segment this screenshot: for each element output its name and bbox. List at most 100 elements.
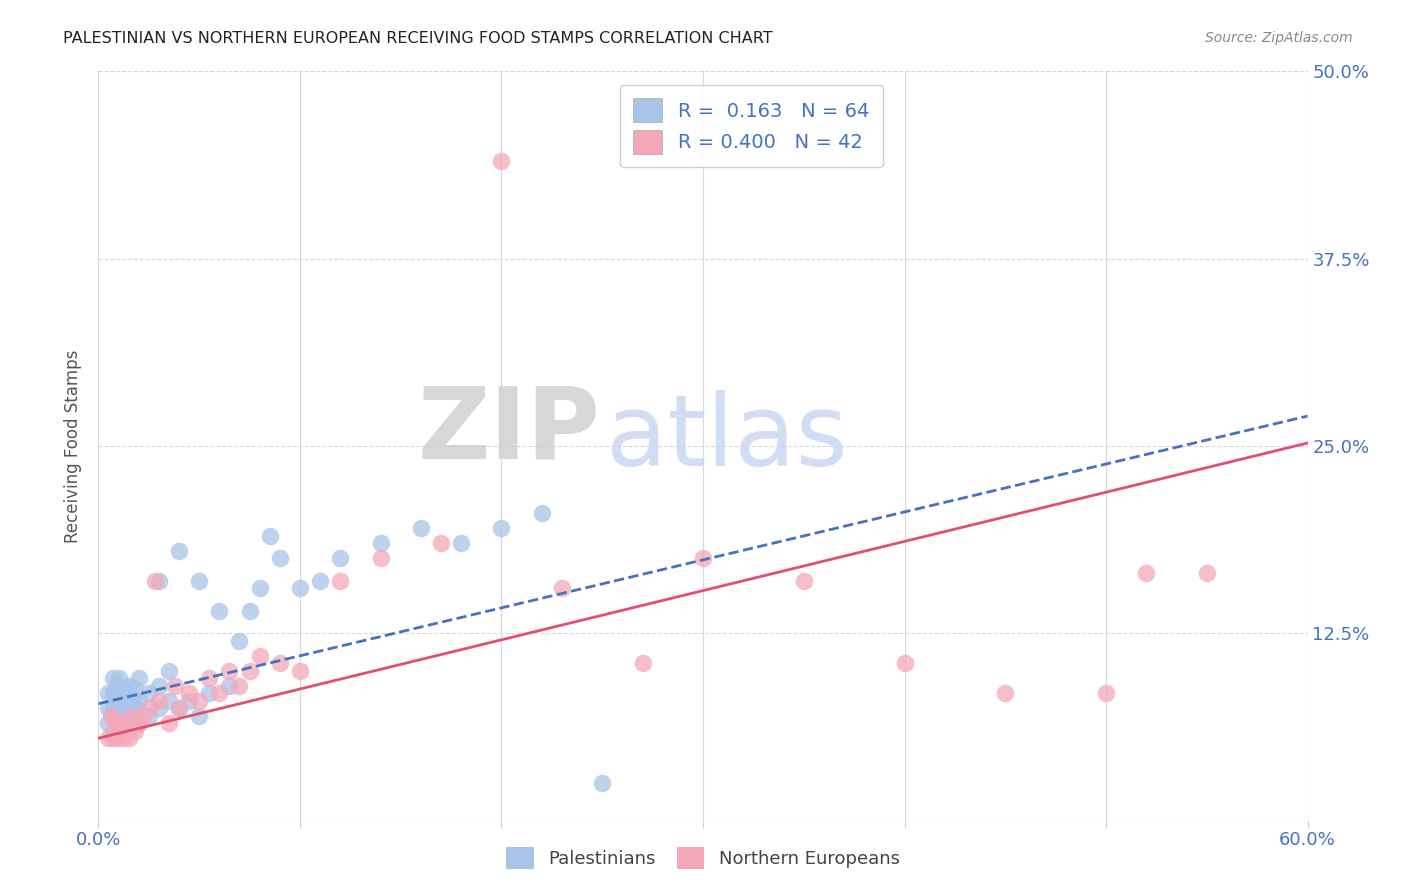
Point — [118, 701, 141, 715]
Point — [269, 551, 291, 566]
Point — [239, 604, 262, 618]
Point — [97, 686, 120, 700]
Legend: R =  0.163   N = 64, R = 0.400   N = 42: R = 0.163 N = 64, R = 0.400 N = 42 — [620, 85, 883, 168]
Text: atlas: atlas — [606, 390, 848, 487]
Point — [208, 686, 231, 700]
Point — [188, 574, 211, 588]
Point — [430, 536, 453, 550]
Point — [167, 701, 190, 715]
Point — [188, 708, 211, 723]
Point — [138, 701, 160, 715]
Point — [121, 712, 143, 726]
Point — [228, 679, 250, 693]
Point — [120, 708, 142, 723]
Point — [107, 716, 129, 731]
Point — [218, 679, 240, 693]
Point — [124, 681, 146, 696]
Point — [249, 582, 271, 596]
Point — [138, 686, 160, 700]
Point — [208, 604, 231, 618]
Point — [491, 154, 513, 169]
Point — [97, 701, 120, 715]
Point — [288, 664, 311, 678]
Text: Source: ZipAtlas.com: Source: ZipAtlas.com — [1205, 31, 1353, 45]
Point — [115, 712, 138, 726]
Y-axis label: Receiving Food Stamps: Receiving Food Stamps — [65, 350, 83, 542]
Point — [103, 708, 125, 723]
Point — [107, 694, 129, 708]
Point — [114, 716, 136, 731]
Text: PALESTINIAN VS NORTHERN EUROPEAN RECEIVING FOOD STAMPS CORRELATION CHART: PALESTINIAN VS NORTHERN EUROPEAN RECEIVI… — [63, 31, 773, 46]
Point — [111, 716, 134, 731]
Point — [97, 716, 120, 731]
Point — [101, 686, 124, 700]
Point — [105, 679, 128, 693]
Point — [370, 551, 392, 566]
Point — [97, 731, 120, 746]
Point — [111, 701, 134, 715]
Point — [107, 671, 129, 685]
Point — [148, 679, 170, 693]
Point — [124, 723, 146, 738]
Point — [111, 679, 134, 693]
Point — [138, 708, 160, 723]
Point — [148, 574, 170, 588]
Point — [198, 686, 221, 700]
Point — [994, 686, 1017, 700]
Point — [259, 529, 281, 543]
Point — [409, 521, 432, 535]
Point — [103, 686, 125, 700]
Point — [370, 536, 392, 550]
Point — [128, 716, 150, 731]
Point — [1095, 686, 1118, 700]
Point — [100, 708, 122, 723]
Point — [114, 708, 136, 723]
Point — [111, 731, 134, 746]
Point — [167, 701, 190, 715]
Point — [148, 694, 170, 708]
Point — [148, 701, 170, 715]
Point — [157, 716, 180, 731]
Point — [115, 690, 138, 705]
Point — [1195, 566, 1218, 581]
Point — [1135, 566, 1157, 581]
Point — [793, 574, 815, 588]
Point — [107, 708, 129, 723]
Point — [125, 706, 148, 720]
Point — [118, 716, 141, 731]
Point — [309, 574, 332, 588]
Point — [591, 776, 613, 790]
Point — [128, 716, 150, 731]
Point — [143, 574, 166, 588]
Point — [118, 679, 141, 693]
Point — [692, 551, 714, 566]
Point — [101, 671, 124, 685]
Point — [124, 701, 146, 715]
Point — [167, 544, 190, 558]
Point — [228, 633, 250, 648]
Point — [101, 731, 124, 746]
Point — [128, 671, 150, 685]
Point — [218, 664, 240, 678]
Point — [105, 701, 128, 715]
Point — [249, 648, 271, 663]
Point — [631, 657, 654, 671]
Point — [893, 657, 915, 671]
Point — [120, 706, 142, 720]
Point — [121, 690, 143, 705]
Point — [188, 694, 211, 708]
Point — [530, 507, 553, 521]
Point — [101, 701, 124, 715]
Point — [239, 664, 262, 678]
Point — [107, 723, 129, 738]
Point — [105, 731, 128, 746]
Text: ZIP: ZIP — [418, 383, 600, 480]
Point — [105, 716, 128, 731]
Point — [329, 574, 352, 588]
Point — [491, 521, 513, 535]
Point — [114, 686, 136, 700]
Point — [118, 731, 141, 746]
Point — [157, 664, 180, 678]
Point — [163, 679, 186, 693]
Point — [103, 716, 125, 731]
